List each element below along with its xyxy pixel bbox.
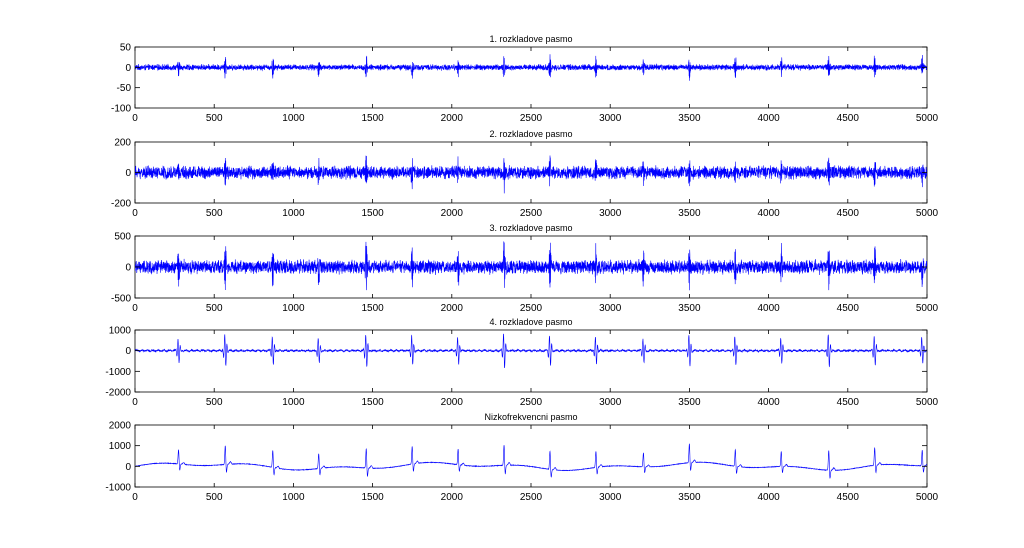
x-tick-label: 3500 bbox=[678, 303, 701, 314]
x-tick-label: 0 bbox=[132, 303, 138, 314]
x-tick-label: 1000 bbox=[282, 397, 305, 408]
x-tick-label: 500 bbox=[206, 208, 223, 219]
x-tick-label: 5000 bbox=[916, 113, 939, 124]
x-tick-label: 1500 bbox=[361, 113, 384, 124]
y-tick-label: 0 bbox=[125, 168, 131, 179]
x-tick-label: 3500 bbox=[678, 492, 701, 503]
x-tick-label: 2000 bbox=[441, 208, 464, 219]
y-tick-label: -1000 bbox=[105, 483, 131, 494]
series-line bbox=[135, 333, 927, 369]
x-tick-label: 3500 bbox=[678, 208, 701, 219]
x-tick-label: 3000 bbox=[599, 208, 622, 219]
x-tick-label: 500 bbox=[206, 492, 223, 503]
x-tick-label: 2500 bbox=[520, 113, 543, 124]
series-line bbox=[135, 54, 927, 81]
x-tick-label: 4000 bbox=[757, 492, 780, 503]
x-tick-label: 4500 bbox=[837, 397, 860, 408]
x-tick-label: 4500 bbox=[837, 208, 860, 219]
x-tick-label: 4000 bbox=[757, 208, 780, 219]
y-tick-label: 2000 bbox=[109, 421, 132, 432]
x-tick-label: 5000 bbox=[916, 303, 939, 314]
y-tick-label: -50 bbox=[117, 83, 132, 94]
x-tick-label: 3000 bbox=[599, 113, 622, 124]
x-tick-label: 5000 bbox=[916, 208, 939, 219]
x-tick-label: 0 bbox=[132, 113, 138, 124]
panel-title: 2. rozkladove pasmo bbox=[489, 129, 572, 139]
panel-5: 0 500 1000 1500 2000 2500 3000 3500 4000 4500 5000… bbox=[105, 412, 938, 503]
x-tick-label: 5000 bbox=[916, 397, 939, 408]
x-tick-label: 2000 bbox=[441, 113, 464, 124]
x-tick-label: 4000 bbox=[757, 303, 780, 314]
panel-3: 0 500 1000 1500 2000 2500 3000 3500 4000 4500 5000… bbox=[111, 223, 939, 314]
x-tick-label: 0 bbox=[132, 492, 138, 503]
x-tick-label: 1500 bbox=[361, 303, 384, 314]
x-tick-label: 1000 bbox=[282, 303, 305, 314]
panel-title: 4. rozkladove pasmo bbox=[489, 317, 572, 327]
panel-2: 0 500 1000 1500 2000 2500 3000 3500 4000 4500 5000… bbox=[111, 129, 939, 219]
x-tick-label: 3000 bbox=[599, 492, 622, 503]
x-tick-label: 500 bbox=[206, 113, 223, 124]
y-tick-label: -2000 bbox=[105, 388, 131, 399]
x-tick-label: 5000 bbox=[916, 492, 939, 503]
axes-box bbox=[134, 424, 928, 488]
x-tick-label: 3500 bbox=[678, 397, 701, 408]
x-tick-label: 2500 bbox=[520, 208, 543, 219]
x-tick-label: 2000 bbox=[441, 397, 464, 408]
y-tick-label: 0 bbox=[125, 462, 131, 473]
series-line bbox=[135, 241, 927, 291]
axes-box bbox=[134, 46, 928, 109]
x-tick-label: 2500 bbox=[520, 397, 543, 408]
panel-title: Nizkofrekvencni pasmo bbox=[484, 412, 577, 422]
x-tick-label: 2500 bbox=[520, 303, 543, 314]
panel-4: 0 500 1000 1500 2000 2500 3000 3500 4000 4500 5000… bbox=[105, 317, 938, 408]
y-tick-label: -500 bbox=[111, 294, 131, 305]
x-tick-label: 1000 bbox=[282, 492, 305, 503]
y-tick-label: 0 bbox=[125, 63, 131, 74]
x-tick-label: 1000 bbox=[282, 113, 305, 124]
y-tick-label: -1000 bbox=[105, 367, 131, 378]
x-tick-label: 4000 bbox=[757, 397, 780, 408]
x-tick-label: 3500 bbox=[678, 113, 701, 124]
x-tick-label: 2000 bbox=[441, 303, 464, 314]
series-line bbox=[135, 155, 927, 194]
x-tick-label: 2500 bbox=[520, 492, 543, 503]
x-tick-label: 4500 bbox=[837, 113, 860, 124]
x-tick-label: 500 bbox=[206, 397, 223, 408]
x-tick-label: 0 bbox=[132, 208, 138, 219]
x-tick-label: 1500 bbox=[361, 208, 384, 219]
panel-title: 3. rozkladove pasmo bbox=[489, 223, 572, 233]
y-tick-label: 50 bbox=[120, 43, 132, 54]
y-tick-label: 200 bbox=[114, 138, 131, 149]
y-tick-label: -100 bbox=[111, 104, 131, 115]
series-line bbox=[135, 443, 927, 479]
x-tick-label: 1000 bbox=[282, 208, 305, 219]
x-tick-label: 4500 bbox=[837, 492, 860, 503]
panel-title: 1. rozkladove pasmo bbox=[489, 34, 572, 44]
y-tick-label: 500 bbox=[114, 232, 131, 243]
x-tick-label: 4500 bbox=[837, 303, 860, 314]
x-tick-label: 3000 bbox=[599, 303, 622, 314]
x-tick-label: 1500 bbox=[361, 397, 384, 408]
x-tick-label: 3000 bbox=[599, 397, 622, 408]
y-tick-label: -200 bbox=[111, 199, 131, 210]
y-tick-label: 0 bbox=[125, 263, 131, 274]
axes-box bbox=[134, 329, 928, 393]
panel-1: 0 500 1000 1500 2000 2500 3000 3500 4000 4500 5000… bbox=[111, 34, 939, 124]
x-tick-label: 0 bbox=[132, 397, 138, 408]
y-tick-label: 1000 bbox=[109, 326, 132, 337]
x-tick-label: 2000 bbox=[441, 492, 464, 503]
x-tick-label: 1500 bbox=[361, 492, 384, 503]
y-tick-label: 0 bbox=[125, 346, 131, 357]
y-tick-label: 1000 bbox=[109, 441, 132, 452]
x-tick-label: 500 bbox=[206, 303, 223, 314]
x-tick-label: 4000 bbox=[757, 113, 780, 124]
